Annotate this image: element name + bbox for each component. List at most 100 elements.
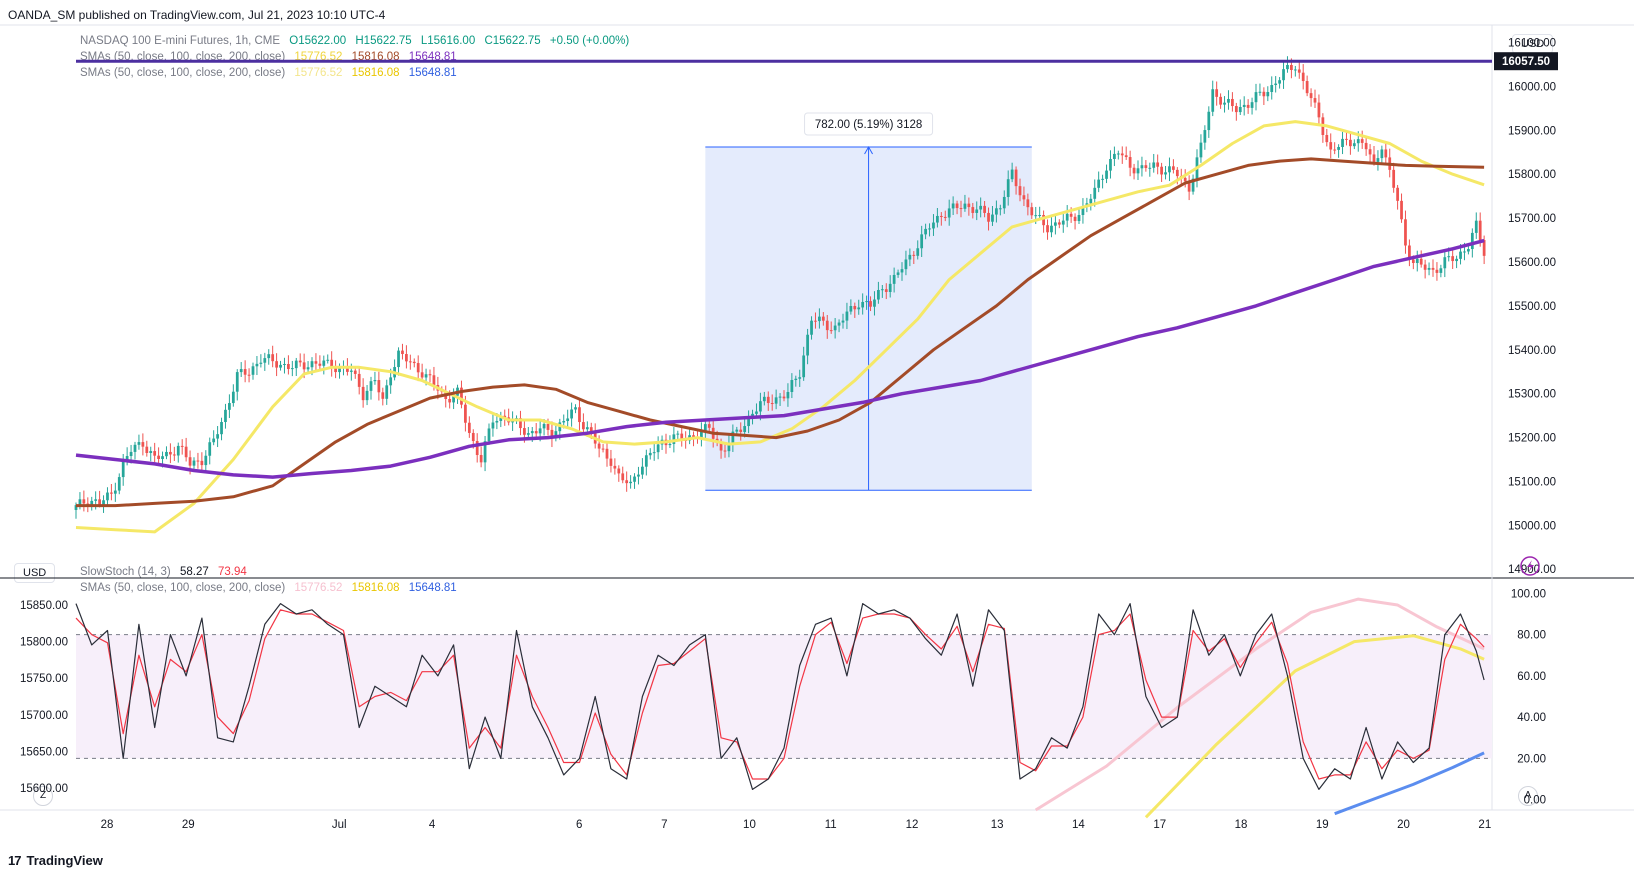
- price-tick-label: 15300.00: [1508, 389, 1556, 401]
- candle-body: [192, 460, 196, 466]
- candle-body: [1101, 178, 1104, 180]
- candle-body: [499, 415, 503, 421]
- candle-body: [110, 492, 113, 494]
- sma-legend-row-1[interactable]: SMAs (50, close, 100, close, 200, close)…: [80, 49, 463, 65]
- candle-body: [877, 289, 880, 300]
- candle-body: [652, 452, 656, 454]
- candle-body: [558, 422, 562, 432]
- candle-body: [656, 444, 660, 453]
- candle-body: [1187, 181, 1191, 192]
- candle-body: [1408, 245, 1411, 260]
- candle-body: [1376, 158, 1380, 162]
- time-tick-label: 17: [1153, 819, 1166, 831]
- stoch-band: [76, 634, 1492, 759]
- candle-body: [1057, 222, 1061, 225]
- candle-body: [228, 403, 231, 410]
- candle-body: [397, 350, 400, 368]
- candle-body: [1120, 153, 1124, 156]
- time-tick-label: 20: [1397, 819, 1410, 831]
- candle-body: [1258, 91, 1262, 93]
- candle-body: [668, 443, 672, 446]
- candle-body: [330, 359, 334, 369]
- zoom-reset-button[interactable]: Z: [33, 786, 53, 806]
- candle-body: [1356, 139, 1360, 144]
- price-tick-label: 15400.00: [1508, 345, 1556, 357]
- currency-button[interactable]: USD: [1512, 34, 1554, 54]
- candle-body: [1270, 85, 1274, 92]
- candle-body: [153, 451, 157, 456]
- candle-body: [861, 301, 865, 308]
- candle-body: [1470, 232, 1474, 250]
- candle-body: [373, 380, 377, 382]
- candle-body: [778, 396, 782, 398]
- candle-body: [833, 325, 837, 331]
- price-tick-label: 15200.00: [1508, 433, 1556, 445]
- candle-body: [1286, 64, 1289, 70]
- candle-body: [707, 424, 711, 428]
- candle-body: [1148, 167, 1152, 169]
- candle-body: [1077, 215, 1081, 222]
- candle-body: [924, 228, 927, 235]
- candle-body: [1085, 203, 1089, 207]
- candle-body: [1262, 91, 1266, 97]
- overlay-tick-label: 15800.00: [20, 637, 68, 649]
- candle-body: [700, 430, 703, 439]
- candle-body: [78, 499, 82, 506]
- candle-body: [582, 422, 585, 430]
- stoch-sma-legend[interactable]: SMAs (50, close, 100, close, 200, close)…: [80, 580, 463, 596]
- sma-legend-row-2[interactable]: SMAs (50, close, 100, close, 200, close)…: [80, 65, 463, 81]
- candle-body: [287, 364, 290, 370]
- candle-body: [664, 439, 668, 446]
- candle-body: [739, 429, 743, 432]
- symbol-name[interactable]: NASDAQ 100 E-mini Futures, 1h, CME: [80, 35, 281, 47]
- candle-body: [1105, 170, 1108, 179]
- auto-scale-button[interactable]: A: [1518, 786, 1538, 806]
- price-tick-label: 14900.00: [1508, 564, 1556, 576]
- candle-body: [1384, 149, 1388, 158]
- candle-body: [1219, 96, 1222, 105]
- candle-body: [385, 385, 389, 399]
- candle-body: [908, 254, 912, 260]
- candle-body: [1140, 165, 1144, 169]
- candle-body: [574, 407, 577, 410]
- candle-body: [224, 409, 227, 423]
- candle-body: [644, 455, 648, 467]
- candle-body: [637, 474, 640, 477]
- candle-body: [1097, 179, 1101, 188]
- candle-body: [365, 390, 369, 401]
- candle-body: [416, 363, 420, 373]
- candle-body: [129, 451, 133, 457]
- candle-body: [1238, 106, 1242, 113]
- candle-body: [900, 269, 904, 273]
- overlay-tick-label: 15650.00: [20, 746, 68, 758]
- time-tick-label: 11: [825, 819, 837, 831]
- ohlc-high: H15622.75: [355, 35, 412, 47]
- candle-body: [125, 456, 129, 461]
- currency-button-left[interactable]: USD: [14, 563, 56, 583]
- candle-body: [1026, 199, 1030, 208]
- stoch-legend[interactable]: SlowStoch (14, 3) 58.27 73.94: [80, 564, 253, 580]
- candle-body: [692, 435, 695, 438]
- candle-body: [641, 466, 644, 475]
- candle-body: [452, 395, 455, 403]
- candle-body: [149, 451, 153, 453]
- candle-body: [688, 435, 691, 441]
- candle-body: [377, 380, 381, 393]
- candle-body: [1411, 259, 1415, 264]
- candle-body: [810, 320, 813, 335]
- axes: 14900.00 15000.00 15100.00 15200.00 15300.00…: [20, 38, 1556, 831]
- candle-body: [963, 203, 967, 209]
- price-tick-label: 15900.00: [1508, 125, 1556, 137]
- candle-body: [204, 455, 208, 466]
- candle-body: [719, 442, 723, 451]
- publish-header: OANDA_SM published on TradingView.com, J…: [8, 8, 386, 22]
- candle-body: [609, 458, 613, 466]
- candle-body: [326, 359, 330, 361]
- candle-body: [1211, 89, 1215, 112]
- lightning-icon[interactable]: [1520, 556, 1540, 576]
- ohlc-change: +0.50 (+0.00%): [549, 35, 630, 47]
- candle-body: [1333, 149, 1337, 151]
- candle-body: [1337, 146, 1340, 150]
- candle-body: [231, 391, 235, 404]
